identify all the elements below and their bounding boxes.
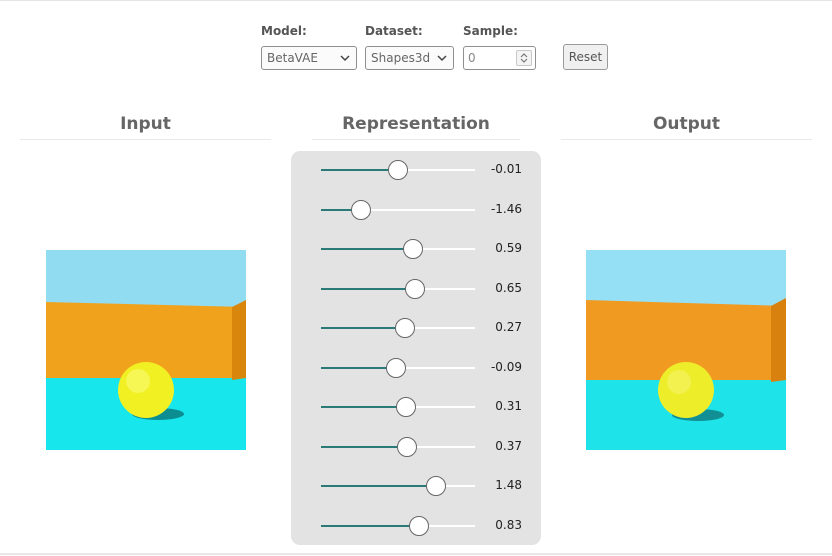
latent-slider[interactable]: -0.09 xyxy=(291,356,541,380)
latent-slider[interactable]: 0.27 xyxy=(291,316,541,340)
chevron-down-icon xyxy=(437,55,447,62)
latent-value: 0.59 xyxy=(495,241,522,255)
sample-label: Sample: xyxy=(463,24,518,38)
slider-fill xyxy=(321,288,415,290)
slider-fill xyxy=(321,446,408,448)
representation-title: Representation xyxy=(342,114,490,134)
representation-title-rule xyxy=(312,139,520,140)
latent-value: 0.65 xyxy=(495,281,522,295)
latent-value: -1.46 xyxy=(490,202,522,216)
latent-slider[interactable]: 0.83 xyxy=(291,514,541,538)
slider-fill xyxy=(321,248,414,250)
input-title: Input xyxy=(120,114,171,134)
slider-thumb[interactable] xyxy=(350,200,371,220)
bottom-divider xyxy=(0,553,832,555)
slider-fill xyxy=(321,327,405,329)
slider-thumb[interactable] xyxy=(403,239,424,259)
slider-thumb[interactable] xyxy=(425,476,446,496)
latent-slider[interactable]: 0.65 xyxy=(291,277,541,301)
latent-value: 1.48 xyxy=(495,478,522,492)
sample-number-input[interactable]: 0 xyxy=(463,46,536,70)
slider-fill xyxy=(321,367,396,369)
slider-fill xyxy=(321,209,361,211)
slider-fill xyxy=(321,525,420,527)
top-divider xyxy=(0,0,832,1)
latent-slider[interactable]: -1.46 xyxy=(291,198,541,222)
latent-value: 0.37 xyxy=(495,439,522,453)
model-select[interactable]: BetaVAE xyxy=(261,46,357,70)
latent-slider[interactable]: 0.37 xyxy=(291,435,541,459)
latent-value: 0.83 xyxy=(495,518,522,532)
latent-value: 0.27 xyxy=(495,320,522,334)
latent-slider[interactable]: 0.59 xyxy=(291,237,541,261)
model-select-value: BetaVAE xyxy=(267,51,318,65)
model-label: Model: xyxy=(261,24,307,38)
slider-thumb[interactable] xyxy=(387,160,408,180)
representation-panel: -0.01 -1.46 0.59 0.65 0.27 -0.09 0.31 0.37 1.48 0… xyxy=(291,151,541,545)
latent-slider[interactable]: 1.48 xyxy=(291,474,541,498)
dataset-select-value: Shapes3d xyxy=(371,51,431,65)
slider-fill xyxy=(321,485,436,487)
slider-track[interactable] xyxy=(321,209,475,211)
latent-slider[interactable]: -0.01 xyxy=(291,158,541,182)
slider-fill xyxy=(321,406,406,408)
slider-thumb[interactable] xyxy=(385,358,406,378)
chevron-down-icon xyxy=(340,55,350,62)
output-image xyxy=(586,250,786,450)
slider-thumb[interactable] xyxy=(397,437,418,457)
slider-thumb[interactable] xyxy=(394,318,415,338)
slider-thumb[interactable] xyxy=(409,516,430,536)
slider-thumb[interactable] xyxy=(404,279,425,299)
latent-value: -0.09 xyxy=(490,360,522,374)
slider-fill xyxy=(321,169,398,171)
dataset-select[interactable]: Shapes3d xyxy=(365,46,454,70)
reset-button[interactable]: Reset xyxy=(563,44,608,70)
sample-input-value: 0 xyxy=(468,51,476,65)
latent-value: 0.31 xyxy=(495,399,522,413)
latent-value: -0.01 xyxy=(490,162,522,176)
dataset-label: Dataset: xyxy=(365,24,423,38)
input-image xyxy=(46,250,246,450)
output-title-rule xyxy=(561,139,812,140)
input-title-rule xyxy=(20,139,271,140)
output-title: Output xyxy=(652,114,721,134)
slider-thumb[interactable] xyxy=(395,397,416,417)
latent-slider[interactable]: 0.31 xyxy=(291,395,541,419)
spinner-arrows-icon[interactable] xyxy=(516,50,532,66)
